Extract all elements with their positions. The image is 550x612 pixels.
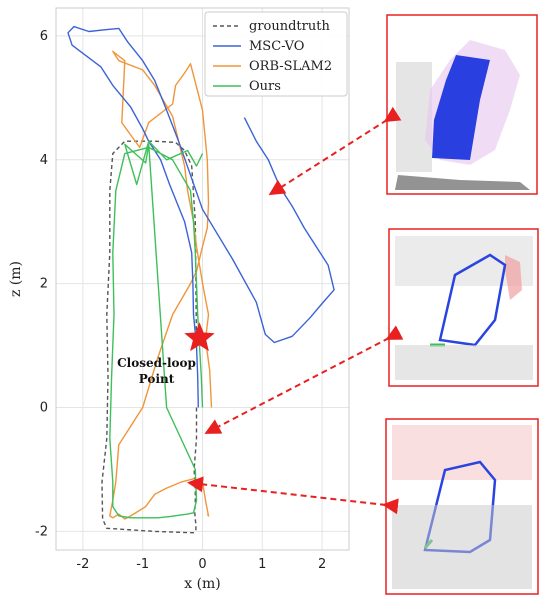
y-tick-label: 2 (40, 277, 48, 292)
annotation-point: Point (139, 372, 175, 386)
annotation-closed-loop: Closed-loop (117, 356, 196, 370)
y-tick-label: 0 (40, 401, 48, 416)
x-axis-label: x (m) (184, 576, 221, 592)
x-tick-label: 0 (198, 557, 206, 572)
plot-frame (55, 7, 350, 551)
map-inset-middle (388, 228, 539, 387)
y-axis-label: z (m) (8, 261, 24, 297)
y-tick-label: -2 (35, 524, 48, 539)
legend: groundtruth MSC-VO ORB-SLAM2 Ours (204, 11, 348, 97)
arrow-middle (204, 325, 404, 434)
x-tick-label: -1 (136, 557, 149, 572)
map-inset-bottom (385, 418, 539, 595)
x-tick-label: -2 (76, 557, 89, 572)
series-line-msc-vo (67, 25, 335, 408)
legend-entry: ORB-SLAM2 (249, 59, 332, 74)
closed-loop-star-icon (184, 322, 215, 352)
trajectory-plot: -2 -1 0 1 2 -2 0 2 4 6 x (m) z (m) groundtruth MSC… (8, 7, 350, 592)
arrow-bottom (187, 476, 399, 515)
x-tick-label: 2 (318, 557, 326, 572)
legend-entry: groundtruth (249, 19, 330, 34)
map-inset-top (386, 14, 538, 195)
y-tick-label: 6 (40, 29, 48, 44)
series-line-ours (109, 140, 204, 519)
legend-entry: Ours (249, 79, 281, 94)
y-tick-label: 4 (40, 153, 48, 168)
x-tick-label: 1 (258, 557, 266, 572)
series-line-orb-slam2 (109, 50, 213, 520)
legend-box (204, 11, 348, 97)
legend-entry: MSC-VO (249, 39, 304, 54)
arrow-top (268, 106, 402, 196)
axis-ticks: -2 -1 0 1 2 -2 0 2 4 6 (35, 29, 326, 572)
